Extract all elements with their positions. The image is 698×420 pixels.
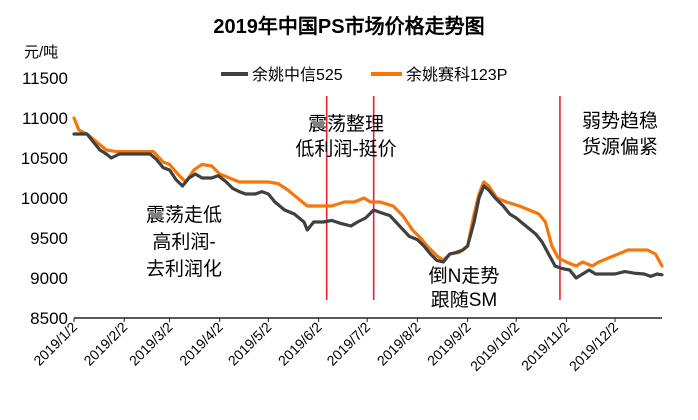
- series-line-saike: [72, 116, 664, 268]
- x-tick-label: 2019/9/2: [424, 319, 474, 369]
- x-tick-label: 2019/10/2: [467, 319, 523, 375]
- annotation-stabilizing: 弱势趋稳 货源偏紧: [582, 110, 658, 158]
- y-tick-label: 10000: [21, 189, 68, 208]
- period-markers: [325, 96, 561, 300]
- annotation-line: 去利润化: [146, 258, 222, 280]
- chart-title: 2019年中国PS市场价格走势图: [213, 14, 484, 38]
- legend-label-zhongxin: 余姚中信525: [252, 65, 343, 84]
- x-tick-label: 2019/4/2: [176, 319, 226, 369]
- x-tick-label: 2019/11/2: [518, 319, 573, 374]
- x-axis-tick-marks: [73, 318, 616, 322]
- y-tick-label: 9000: [30, 269, 68, 288]
- annotation-consolidation: 震荡整理 低利润-挺价: [295, 113, 396, 160]
- annotation-line: 高利润-: [152, 231, 215, 253]
- y-tick-label: 11000: [22, 109, 68, 128]
- annotation-line: 弱势趋稳: [582, 110, 658, 132]
- x-tick-label: 2019/2/2: [80, 319, 130, 369]
- x-tick-label: 2019/12/2: [566, 319, 622, 375]
- annotation-inverted-n: 倒N走势 跟随SM: [429, 265, 500, 311]
- annotation-line: 低利润-挺价: [295, 138, 396, 160]
- x-tick-label: 2019/5/2: [225, 319, 275, 369]
- x-tick-label: 2019/8/2: [374, 319, 424, 369]
- series-line-zhongxin: [72, 132, 664, 280]
- annotation-line: 跟随SM: [431, 289, 498, 311]
- annotation-decline: 震荡走低 高利润- 去利润化: [146, 204, 222, 280]
- y-tick-label: 8500: [30, 309, 68, 328]
- annotation-line: 货源偏紧: [582, 136, 658, 158]
- y-axis-ticks: 11500 11000 10500 10000 9500 9000 8500: [21, 69, 68, 328]
- x-tick-label: 2019/6/2: [275, 319, 325, 369]
- y-tick-label: 9500: [30, 229, 68, 248]
- y-axis-unit: 元/吨: [24, 44, 58, 61]
- y-tick-label: 11500: [22, 69, 68, 88]
- y-tick-label: 10500: [21, 149, 68, 168]
- x-tick-label: 2019/7/2: [323, 319, 373, 369]
- annotation-line: 倒N走势: [429, 265, 500, 287]
- x-axis-ticks: 2019/1/2 2019/2/2 2019/3/2 2019/4/2 2019…: [30, 319, 621, 375]
- annotation-line: 震荡走低: [146, 204, 222, 226]
- legend: 余姚中信525 余姚赛科123P: [221, 65, 507, 84]
- x-tick-label: 2019/3/2: [126, 319, 176, 369]
- legend-label-saike: 余姚赛科123P: [406, 65, 507, 84]
- annotation-line: 震荡整理: [308, 113, 384, 135]
